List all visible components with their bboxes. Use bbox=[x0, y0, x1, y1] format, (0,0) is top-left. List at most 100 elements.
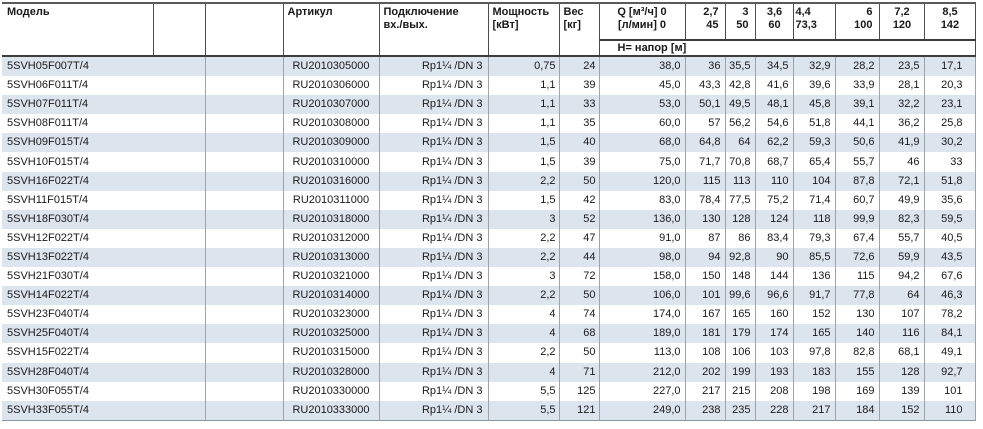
head-value-cell: 36 bbox=[685, 56, 726, 77]
head-value-cell: 116 bbox=[879, 324, 925, 344]
head-value-cell: 160 bbox=[755, 305, 794, 325]
head-value-cell: 165 bbox=[725, 305, 756, 325]
model-cell: 5SVH11F015T/4 bbox=[2, 190, 206, 210]
connection-cell: Rp1¼ /DN 3 bbox=[379, 381, 489, 401]
head-value-cell: 35,5 bbox=[725, 56, 756, 77]
table-row: 5SVH10F015T/4 RU2010310000 Rp1¼ /DN 3 1,… bbox=[2, 152, 976, 172]
connection-cell: Rp1¼ /DN 3 bbox=[379, 247, 489, 268]
header-row-head-label: H= напор [м] bbox=[2, 39, 976, 57]
head-value-cell: 71,4 bbox=[793, 190, 836, 210]
head-value-cell: 97,8 bbox=[793, 343, 836, 363]
head-value-cell: 202 bbox=[685, 362, 726, 382]
power-cell: 1,1 bbox=[488, 76, 560, 96]
spacer-cell bbox=[205, 114, 284, 134]
head-value-cell: 41,9 bbox=[879, 133, 925, 153]
head-value-cell: 94,2 bbox=[879, 267, 925, 287]
model-cell: 5SVH25F040T/4 bbox=[2, 324, 206, 344]
head-value-cell: 101 bbox=[924, 381, 976, 401]
spacer-cell bbox=[205, 56, 284, 77]
power-cell: 2,2 bbox=[488, 286, 560, 306]
head-value-cell: 56,2 bbox=[725, 114, 756, 134]
head-at-q0-cell: 120,0 bbox=[599, 171, 686, 191]
col-header-flow-point-7: 8,5 142 bbox=[924, 3, 976, 41]
head-value-cell: 35,6 bbox=[924, 190, 976, 210]
head-at-q0-cell: 98,0 bbox=[599, 247, 686, 268]
spacer-cell bbox=[205, 190, 284, 210]
head-value-cell: 101 bbox=[685, 286, 726, 306]
power-cell: 1,1 bbox=[488, 114, 560, 134]
head-value-cell: 193 bbox=[755, 362, 794, 382]
head-at-q0-cell: 113,0 bbox=[599, 343, 686, 363]
table-row: 5SVH25F040T/4 RU2010325000 Rp1¼ /DN 3 4 … bbox=[2, 324, 976, 344]
head-value-cell: 44,1 bbox=[835, 114, 880, 134]
power-cell: 2,2 bbox=[488, 171, 560, 191]
model-cell: 5SVH10F015T/4 bbox=[2, 152, 206, 172]
head-value-cell: 107 bbox=[879, 305, 925, 325]
head-value-cell: 39,1 bbox=[835, 95, 880, 115]
head-at-q0-cell: 45,0 bbox=[599, 76, 686, 96]
model-cell: 5SVH12F022T/4 bbox=[2, 228, 206, 248]
head-value-cell: 28,1 bbox=[879, 76, 925, 96]
head-value-cell: 50,6 bbox=[835, 133, 880, 153]
head-value-cell: 99,6 bbox=[725, 286, 756, 306]
weight-cell: 33 bbox=[559, 95, 600, 115]
head-value-cell: 115 bbox=[835, 267, 880, 287]
head-value-cell: 92,7 bbox=[924, 362, 976, 382]
table-body: 5SVH05F007T/4 RU2010305000 Rp1¼ /DN 3 0,… bbox=[2, 56, 976, 421]
head-value-cell: 110 bbox=[924, 400, 976, 421]
power-cell: 4 bbox=[488, 305, 560, 325]
article-cell: RU2010323000 bbox=[283, 305, 380, 325]
head-value-cell: 39,6 bbox=[793, 76, 836, 96]
table-row: 5SVH21F030T/4 RU2010321000 Rp1¼ /DN 3 3 … bbox=[2, 267, 976, 287]
weight-cell: 42 bbox=[559, 190, 600, 210]
connection-cell: Rp1¼ /DN 3 bbox=[379, 95, 489, 115]
head-value-cell: 217 bbox=[793, 400, 836, 421]
head-at-q0-cell: 249,0 bbox=[599, 400, 686, 421]
head-value-cell: 83,4 bbox=[755, 228, 794, 248]
head-value-cell: 169 bbox=[835, 381, 880, 401]
connection-cell: Rp1¼ /DN 3 bbox=[379, 209, 489, 229]
pump-specs-table: Модель Артикул Подключение вх./вых. Мощн… bbox=[2, 2, 976, 421]
head-value-cell: 46 bbox=[879, 152, 925, 172]
head-value-cell: 49,9 bbox=[879, 190, 925, 210]
head-value-cell: 148 bbox=[725, 267, 756, 287]
head-value-cell: 64,8 bbox=[685, 133, 726, 153]
col-header-flow-point-3: 3,6 60 bbox=[755, 3, 794, 41]
col-header-flow-point-6: 7,2 120 bbox=[879, 3, 925, 41]
col-header-flow-point-4: 4,4 73,3 bbox=[793, 3, 836, 41]
article-cell: RU2010308000 bbox=[283, 114, 380, 134]
head-at-q0-cell: 83,0 bbox=[599, 190, 686, 210]
head-value-cell: 113 bbox=[725, 171, 756, 191]
spacer-cell bbox=[205, 76, 284, 96]
head-value-cell: 49,1 bbox=[924, 343, 976, 363]
col-header-flow-q: Q [м³/ч] 0 [л/мин] 0 bbox=[599, 3, 686, 41]
power-cell: 4 bbox=[488, 324, 560, 344]
table-row: 5SVH13F022T/4 RU2010313000 Rp1¼ /DN 3 2,… bbox=[2, 247, 976, 268]
article-cell: RU2010312000 bbox=[283, 228, 380, 248]
head-value-cell: 77,5 bbox=[725, 190, 756, 210]
head-value-cell: 59,5 bbox=[924, 209, 976, 229]
weight-cell: 72 bbox=[559, 267, 600, 287]
col-header-connection: Подключение вх./вых. bbox=[379, 3, 489, 57]
connection-cell: Rp1¼ /DN 3 bbox=[379, 400, 489, 421]
power-cell: 1,5 bbox=[488, 152, 560, 172]
head-value-cell: 33 bbox=[924, 152, 976, 172]
head-value-cell: 67,4 bbox=[835, 228, 880, 248]
article-cell: RU2010330000 bbox=[283, 381, 380, 401]
table-row: 5SVH18F030T/4 RU2010318000 Rp1¼ /DN 3 3 … bbox=[2, 209, 976, 229]
head-value-cell: 110 bbox=[755, 171, 794, 191]
head-value-cell: 208 bbox=[755, 381, 794, 401]
connection-cell: Rp1¼ /DN 3 bbox=[379, 171, 489, 191]
head-value-cell: 71,7 bbox=[685, 152, 726, 172]
head-at-q0-cell: 212,0 bbox=[599, 362, 686, 382]
head-value-cell: 32,9 bbox=[793, 56, 836, 77]
head-value-cell: 79,3 bbox=[793, 228, 836, 248]
weight-cell: 24 bbox=[559, 56, 600, 77]
model-cell: 5SVH30F055T/4 bbox=[2, 381, 206, 401]
connection-cell: Rp1¼ /DN 3 bbox=[379, 343, 489, 363]
head-at-q0-cell: 106,0 bbox=[599, 286, 686, 306]
weight-cell: 39 bbox=[559, 76, 600, 96]
article-cell: RU2010310000 bbox=[283, 152, 380, 172]
head-value-cell: 70,8 bbox=[725, 152, 756, 172]
head-value-cell: 87 bbox=[685, 228, 726, 248]
